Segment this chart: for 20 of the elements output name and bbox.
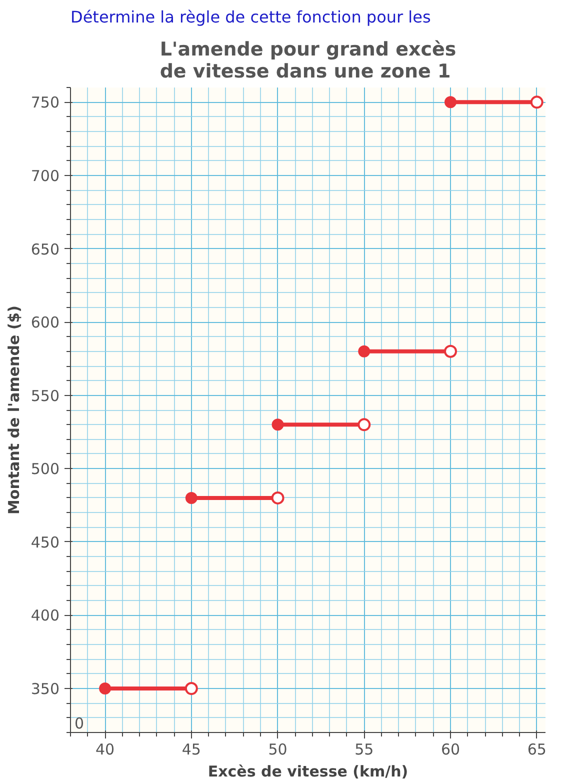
x-tick-label: 40 [96, 740, 115, 758]
x-tick-label: 45 [182, 740, 201, 758]
y-tick-label: 550 [30, 386, 60, 405]
text: Détermine la règle de cette fonction pour les [70, 8, 431, 26]
y-tick-label: 500 [30, 460, 60, 478]
y-tick-label: 400 [30, 606, 60, 625]
y-axis-title: Montant de l'amende ($) [4, 305, 23, 515]
y-tick-label: 350 [30, 680, 60, 698]
x-tick-label: 60 [440, 740, 460, 758]
y-tick-label: 600 [30, 314, 60, 332]
x-tick-label: 50 [268, 740, 288, 758]
x-tick-label: 55 [354, 740, 374, 758]
y-tick-label: 650 [30, 240, 60, 258]
y-tick-label: 700 [30, 166, 60, 185]
y-tick-label: 450 [30, 533, 60, 552]
x-tick-label: 65 [527, 740, 546, 758]
annotation: 0 [74, 714, 84, 732]
y-tick-label: 750 [30, 94, 60, 112]
chart-title: L'amende pour grand excès de vitesse dans une zone 1 [160, 38, 456, 82]
x-axis-title: Excès de vitesse (km/h) [208, 762, 408, 780]
